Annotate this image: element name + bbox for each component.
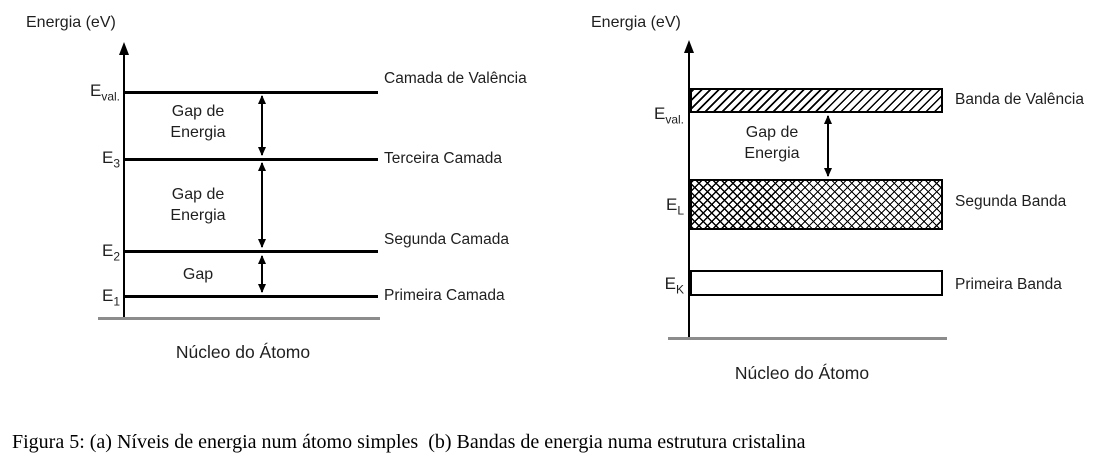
symbol-subscript: val. (101, 89, 120, 104)
level-label-terceira: Terceira Camada (384, 150, 503, 167)
symbol-letter: E (89, 81, 102, 100)
panel-a-axis-label: Energia (eV) (26, 14, 116, 31)
symbol-subscript: L (677, 203, 684, 218)
level-symbol-eval: Eval. (70, 81, 120, 103)
gap-text-line: Gap de (171, 103, 225, 120)
band-label-valencia: Banda de Valência (955, 91, 1084, 108)
gap-text-line: Gap de (171, 186, 225, 203)
gap-text-line: Gap (182, 266, 214, 283)
level-line-primeira (125, 295, 378, 298)
panel-b-nucleus-label: Núcleo do Átomo (734, 363, 870, 383)
double-arrow-icon (258, 162, 266, 248)
gap-text-line: Gap de (745, 124, 799, 141)
level-line-terceira (125, 158, 378, 161)
symbol-subscript: val. (665, 112, 684, 127)
panel-a-nucleus-baseline (98, 317, 380, 320)
double-arrow-icon (258, 95, 266, 156)
band-segunda (690, 179, 943, 230)
level-label-valencia: Camada de Valência (384, 70, 527, 87)
symbol-letter: E (101, 286, 114, 305)
double-arrow-icon (824, 115, 832, 177)
symbol-subscript: 1 (113, 294, 120, 309)
gap-text-line: Energia (170, 207, 226, 224)
level-label-segunda: Segunda Camada (384, 231, 509, 248)
symbol-letter: E (653, 104, 666, 123)
level-line-segunda (125, 250, 378, 253)
symbol-letter: E (665, 195, 678, 214)
band-primeira (690, 270, 943, 296)
panel-b-nucleus-baseline (668, 337, 947, 340)
band-symbol-el: EL (634, 195, 684, 217)
panel-a-energy-axis (119, 42, 129, 319)
gap-annotation-2: Gap de Energia (128, 184, 268, 226)
panel-b-energy-axis (684, 40, 694, 339)
gap-text-line: Energia (744, 145, 800, 162)
level-line-valencia (125, 91, 378, 94)
band-label-segunda: Segunda Banda (955, 193, 1067, 210)
band-symbol-eval: Eval. (634, 104, 684, 126)
level-symbol-e1: E1 (70, 286, 120, 308)
level-symbol-e3: E3 (70, 148, 120, 170)
symbol-letter: E (664, 274, 676, 293)
band-valencia (690, 88, 943, 113)
symbol-subscript: K (675, 282, 684, 297)
band-symbol-ek: EK (634, 274, 684, 296)
gap-annotation-3: Gap (128, 264, 268, 285)
symbol-subscript: 2 (113, 249, 120, 264)
symbol-letter: E (101, 241, 114, 260)
level-label-primeira: Primeira Camada (384, 287, 505, 304)
symbol-subscript: 3 (113, 156, 120, 171)
gap-annotation-b: Gap de Energia (702, 122, 842, 164)
panel-a-nucleus-label: Núcleo do Átomo (175, 342, 311, 362)
figure-caption: Figura 5: (a) Níveis de energia num átom… (12, 431, 806, 453)
gap-annotation-1: Gap de Energia (128, 101, 268, 143)
band-label-primeira: Primeira Banda (955, 276, 1062, 293)
gap-text-line: Energia (170, 124, 226, 141)
panel-b-axis-label: Energia (eV) (591, 14, 681, 31)
double-arrow-icon (258, 255, 266, 293)
symbol-letter: E (101, 148, 114, 167)
level-symbol-e2: E2 (70, 241, 120, 263)
